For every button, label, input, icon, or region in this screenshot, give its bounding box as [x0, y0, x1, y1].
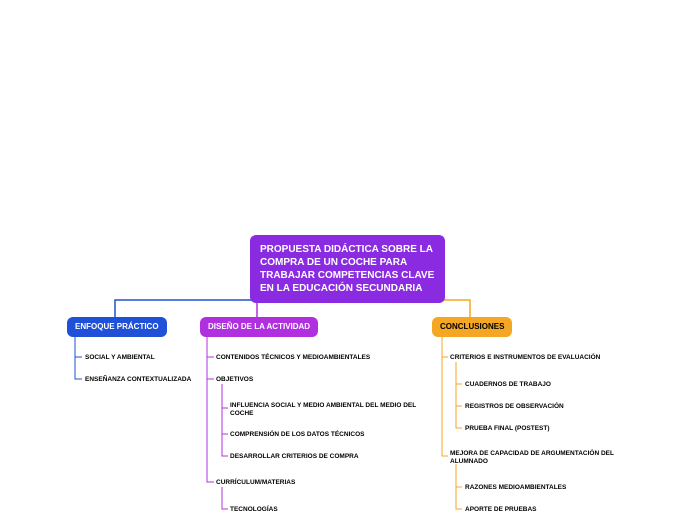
leaf-criterios: CRITERIOS E INSTRUMENTOS DE EVALUACIÓN — [450, 351, 600, 365]
leaf-curriculum: CURRÍCULUM/MATERIAS — [216, 476, 295, 490]
leaf-desarrollar: DESARROLLAR CRITERIOS DE COMPRA — [230, 450, 359, 464]
leaf-influencia: INFLUENCIA SOCIAL Y MEDIO AMBIENTAL DEL … — [230, 399, 430, 422]
branch-enfoque: ENFOQUE PRÁCTICO — [67, 317, 167, 337]
leaf-objetivos: OBJETIVOS — [216, 373, 253, 387]
leaf-ensenanza-context: ENSEÑANZA CONTEXTUALIZADA — [85, 373, 191, 387]
leaf-aporte: APORTE DE PRUEBAS — [465, 503, 537, 517]
leaf-comprension: COMPRENSIÓN DE LOS DATOS TÉCNICOS — [230, 428, 364, 442]
leaf-registros: REGISTROS DE OBSERVACIÓN — [465, 400, 564, 414]
leaf-contenidos: CONTENIDOS TÉCNICOS Y MEDIOAMBIENTALES — [216, 351, 370, 365]
leaf-cuadernos: CUADERNOS DE TRABAJO — [465, 378, 551, 392]
leaf-razones: RAZONES MEDIOAMBIENTALES — [465, 481, 566, 495]
branch-conclusiones: CONCLUSIONES — [432, 317, 512, 337]
branch-diseno: DISEÑO DE LA ACTIVIDAD — [200, 317, 318, 337]
leaf-prueba-final: PRUEBA FINAL (POSTEST) — [465, 422, 550, 436]
leaf-mejora: MEJORA DE CAPACIDAD DE ARGUMENTACIÓN DEL… — [450, 447, 630, 470]
leaf-social-ambiental: SOCIAL Y AMBIENTAL — [85, 351, 155, 365]
root-node: PROPUESTA DIDÁCTICA SOBRE LA COMPRA DE U… — [250, 235, 445, 303]
leaf-tecnologias: TECNOLOGÍAS — [230, 503, 278, 517]
